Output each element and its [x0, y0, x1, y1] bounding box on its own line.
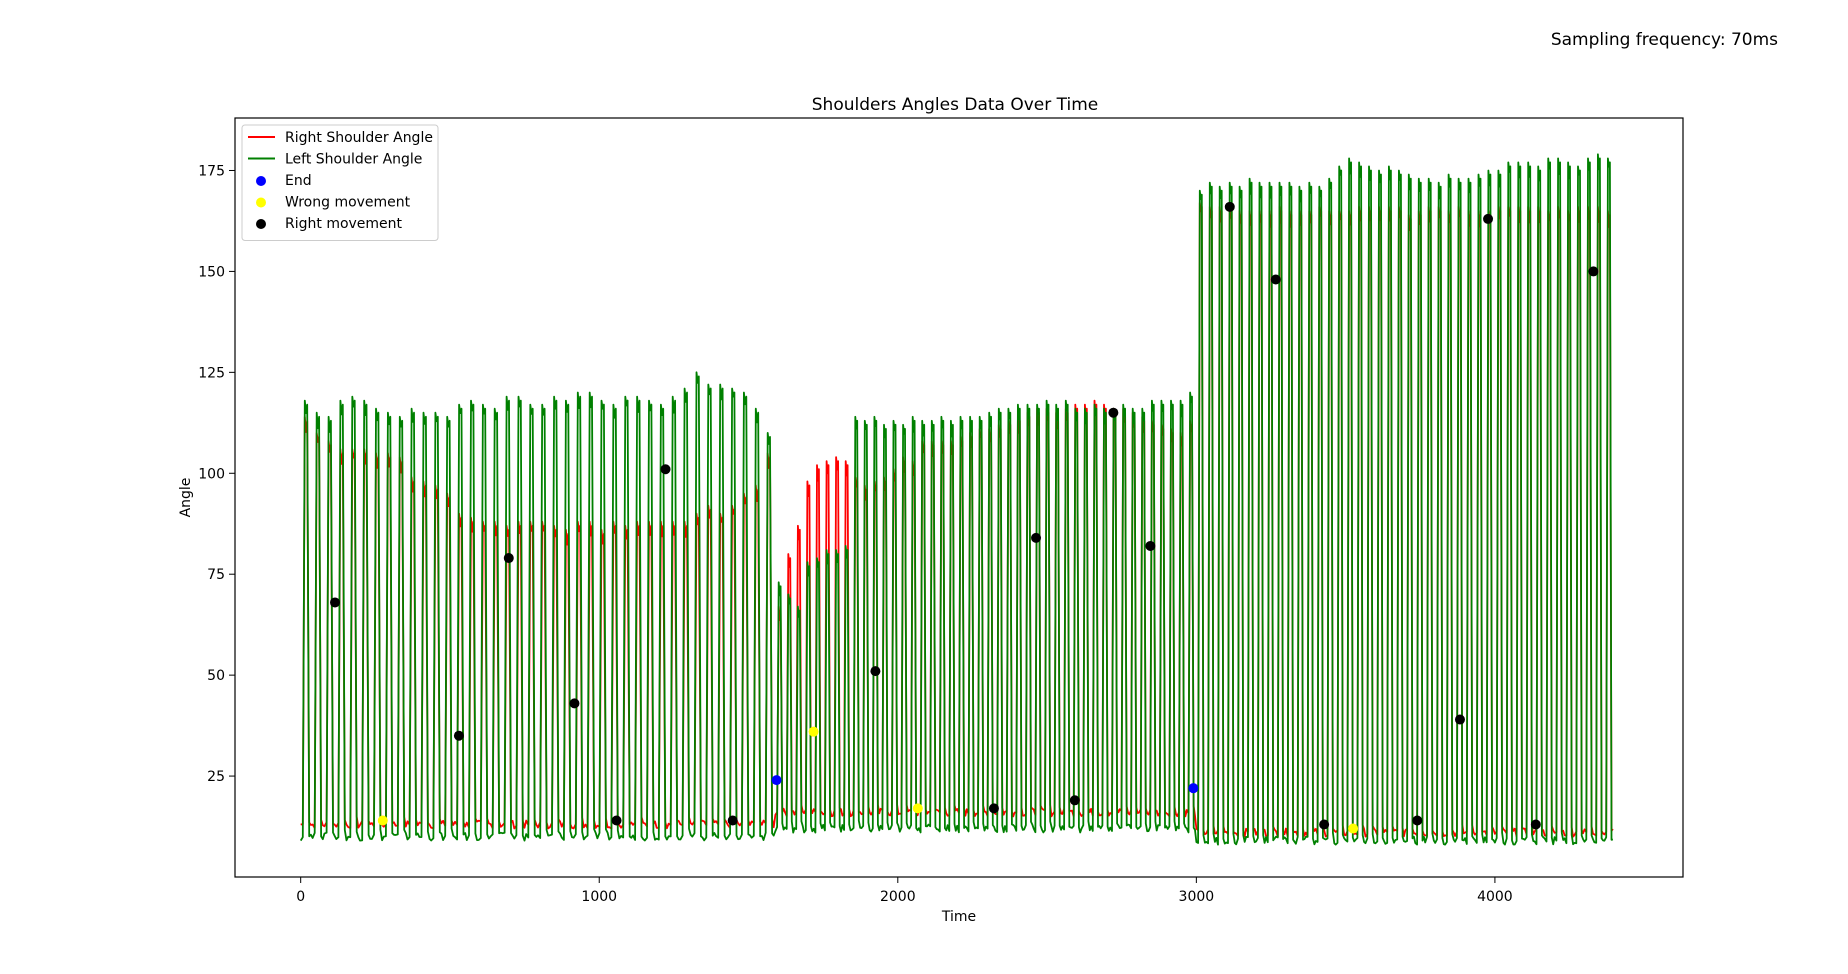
y-tick-label: 100	[198, 466, 225, 482]
marker-right-movement	[1412, 815, 1423, 826]
x-tick-label: 1000	[581, 889, 617, 905]
legend-label: Right movement	[285, 216, 403, 232]
legend-label: Wrong movement	[285, 195, 411, 211]
plot-frame	[234, 117, 1684, 878]
marker-wrong-movement	[808, 726, 819, 737]
marker-right-movement	[727, 815, 738, 826]
y-axis-label: Angle	[178, 478, 194, 518]
marker-right-movement	[1483, 213, 1494, 224]
marker-end	[1188, 783, 1199, 794]
y-tick-label: 75	[207, 567, 225, 583]
chart-title: Shoulders Angles Data Over Time	[812, 95, 1099, 115]
marker-right-movement	[503, 553, 514, 564]
y-axis: 25 50 75 100 125 150 175	[198, 163, 235, 785]
marker-right-movement	[1454, 714, 1465, 725]
y-tick-label: 125	[198, 365, 225, 381]
y-tick-label: 150	[198, 264, 225, 280]
marker-right-movement	[1270, 274, 1281, 285]
marker-right-movement	[988, 803, 999, 814]
sampling-frequency-label: Sampling frequency: 70ms	[1550, 30, 1778, 50]
x-tick-label: 3000	[1179, 889, 1215, 905]
marker-right-movement	[1319, 819, 1330, 830]
marker-right-movement	[1224, 201, 1235, 212]
y-tick-label: 50	[207, 668, 225, 684]
series-layer	[299, 153, 1614, 846]
legend-swatch	[256, 219, 266, 229]
marker-right-movement	[569, 698, 580, 709]
marker-right-movement	[611, 815, 622, 826]
legend-swatch	[256, 197, 266, 208]
marker-right-movement	[453, 730, 464, 741]
x-axis: 0 1000 2000 3000 4000	[296, 877, 1513, 905]
marker-right-movement	[660, 464, 671, 475]
x-tick-label: 4000	[1477, 889, 1513, 905]
marker-right-movement	[330, 597, 341, 608]
legend-label: Right Shoulder Angle	[285, 130, 433, 146]
marker-layer	[330, 201, 1599, 834]
legend-swatch	[256, 176, 266, 186]
marker-right-movement	[1530, 819, 1541, 830]
marker-right-movement	[1031, 532, 1042, 543]
marker-wrong-movement	[377, 815, 388, 826]
marker-wrong-movement	[1348, 823, 1359, 834]
legend-label: End	[285, 173, 312, 189]
x-axis-label: Time	[941, 909, 976, 925]
series-line-left-shoulder-angle	[299, 153, 1614, 846]
marker-right-movement	[1108, 407, 1119, 418]
marker-right-movement	[1069, 795, 1080, 806]
marker-end	[771, 775, 782, 786]
x-tick-label: 0	[296, 889, 305, 905]
y-tick-label: 25	[207, 769, 225, 785]
legend-box	[241, 124, 439, 241]
marker-right-movement	[870, 666, 881, 677]
legend-label: Left Shoulder Angle	[285, 152, 422, 168]
marker-right-movement	[1145, 540, 1156, 551]
x-tick-label: 2000	[880, 889, 916, 905]
marker-right-movement	[1588, 266, 1599, 277]
y-tick-label: 175	[198, 163, 225, 179]
marker-wrong-movement	[912, 803, 923, 814]
chart-legend: Right Shoulder Angle Left Shoulder Angle E…	[241, 124, 439, 241]
